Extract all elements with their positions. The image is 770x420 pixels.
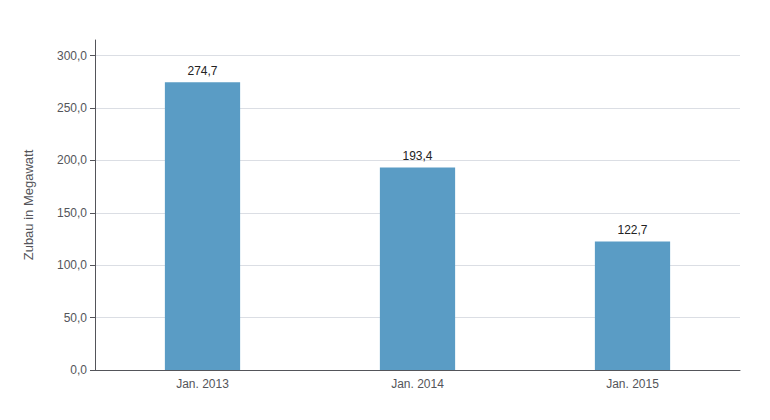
svg-text:Jan. 2015: Jan. 2015: [606, 377, 659, 391]
svg-text:274,7: 274,7: [187, 64, 217, 78]
svg-text:122,7: 122,7: [617, 223, 647, 237]
svg-text:250,0: 250,0: [57, 101, 87, 115]
svg-text:300,0: 300,0: [57, 49, 87, 63]
svg-text:50,0: 50,0: [64, 311, 88, 325]
svg-text:100,0: 100,0: [57, 258, 87, 272]
svg-text:Zubau in Megawatt: Zubau in Megawatt: [21, 149, 36, 260]
svg-text:Jan. 2013: Jan. 2013: [176, 377, 229, 391]
svg-text:150,0: 150,0: [57, 206, 87, 220]
svg-text:200,0: 200,0: [57, 153, 87, 167]
svg-text:0,0: 0,0: [70, 363, 87, 377]
svg-text:193,4: 193,4: [402, 149, 432, 163]
svg-text:Jan. 2014: Jan. 2014: [391, 377, 444, 391]
